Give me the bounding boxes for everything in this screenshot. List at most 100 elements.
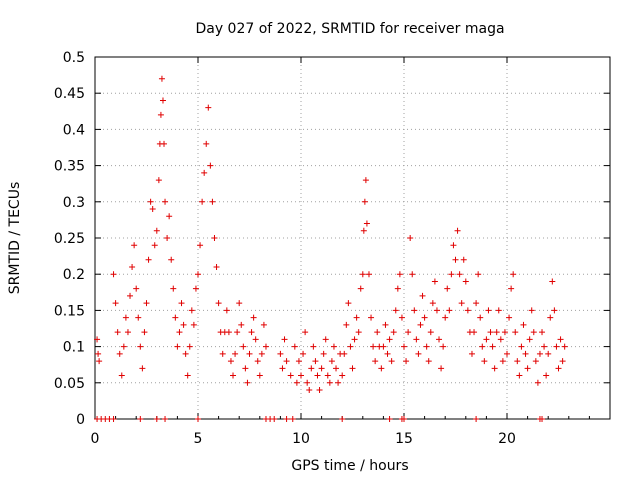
data-point [522,350,529,357]
data-point [133,285,140,292]
data-point [283,416,290,422]
data-point [543,372,550,379]
data-point [254,358,261,365]
data-point [116,350,123,357]
data-point [240,343,247,350]
data-point [555,365,562,372]
data-point [182,350,189,357]
data-point [197,242,204,249]
data-point [524,365,531,372]
data-point [174,343,181,350]
data-point [318,365,325,372]
y-tick-label: 0.15 [54,303,85,319]
data-point [417,321,424,328]
data-point [186,343,193,350]
data-point [281,336,288,343]
data-point [143,300,150,307]
data-point [392,307,399,314]
data-point [401,416,407,422]
data-point [536,350,543,357]
data-point [429,300,436,307]
data-point [178,300,185,307]
data-point [339,416,346,422]
data-point [308,365,315,372]
data-point [283,358,290,365]
data-point [330,343,337,350]
data-point [172,314,179,321]
data-point [95,350,102,357]
data-point [314,372,321,379]
data-point [481,358,488,365]
data-point [504,350,510,357]
data-point [199,198,206,205]
data-point [205,104,212,111]
data-point [520,321,527,328]
data-point [561,343,568,350]
data-point [398,314,405,321]
data-point [262,343,269,350]
data-point [452,256,459,263]
data-point [510,271,517,278]
y-tick-label: 0.25 [54,231,85,247]
x-axis-label: GPS time / hours [291,458,408,474]
data-point [497,336,504,343]
data-point [506,314,513,321]
data-point [312,358,319,365]
x-tick-label: 0 [91,431,100,447]
data-point [137,343,144,350]
data-point [203,140,210,147]
data-point [353,314,360,321]
data-point [343,321,350,328]
data-point [209,198,216,205]
data-point [195,416,201,422]
data-point [333,365,340,372]
data-point [532,358,539,365]
data-point [349,365,356,372]
data-point [151,242,158,249]
data-point [471,329,478,336]
data-point [499,358,506,365]
data-point [162,416,169,422]
data-point [114,329,121,336]
data-point [215,300,222,307]
data-point [442,314,449,321]
data-point [438,365,445,372]
data-point [454,227,461,234]
data-point [135,314,142,321]
data-point [162,198,169,205]
x-tick-label: 15 [395,431,413,447]
data-point [170,285,177,292]
data-point [380,343,387,350]
data-point [122,314,129,321]
data-point [244,379,251,386]
data-point [347,343,354,350]
data-point [120,343,127,350]
data-point [161,140,168,147]
y-axis-label: SRMTID / TECUs [7,182,23,295]
grid [95,57,610,419]
data-point [415,350,422,357]
data-point [386,336,393,343]
data-point [153,416,160,422]
data-point [427,329,434,336]
data-point [168,256,175,263]
data-point [495,307,502,314]
data-point [361,198,368,205]
data-point [479,343,486,350]
chart-title: Day 027 of 2022, SRMTID for receiver mag… [195,21,504,37]
data-point [158,75,165,82]
data-point [411,307,418,314]
data-point [370,343,377,350]
data-point [462,278,469,285]
data-point [526,336,533,343]
data-point [534,379,541,386]
data-point [271,416,278,422]
data-point [419,292,426,299]
data-point [302,329,309,336]
data-point [94,336,101,343]
data-point [335,379,342,386]
data-point [401,343,407,350]
data-point [258,350,265,357]
data-point [444,285,451,292]
data-point [339,372,346,379]
